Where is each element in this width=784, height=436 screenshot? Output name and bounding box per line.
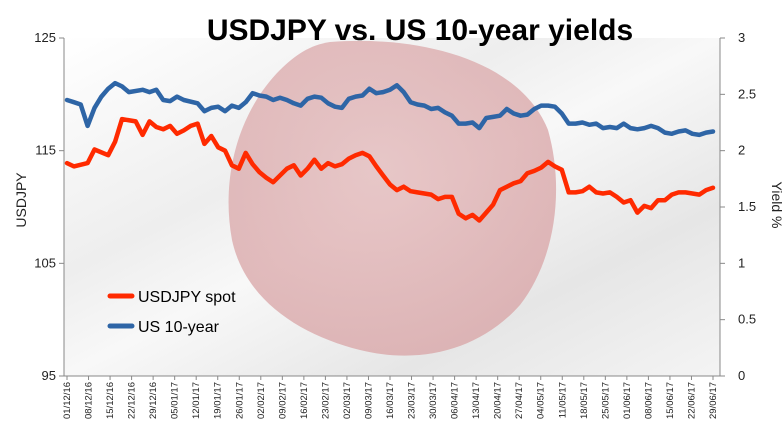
x-tick-label: 23/02/17	[320, 382, 331, 419]
legend: USDJPY spot US 10-year	[107, 289, 236, 336]
x-tick-label: 09/02/17	[277, 382, 288, 419]
x-tick-label: 20/04/17	[493, 382, 504, 419]
y-axis-left-label: USDJPY	[13, 172, 29, 228]
x-tick-label: 16/02/17	[299, 382, 310, 419]
x-tick-label: 22/06/17	[686, 382, 697, 419]
x-tick-label: 08/12/16	[84, 382, 95, 419]
x-tick-label: 11/05/17	[557, 382, 568, 418]
x-tick-label: 01/12/16	[62, 382, 73, 419]
x-tick-label: 02/03/17	[342, 382, 353, 419]
y-right-tick-label: 1	[738, 255, 745, 270]
x-tick-label: 27/04/17	[514, 382, 525, 419]
x-tick-label: 13/04/17	[471, 382, 482, 419]
x-tick-label: 08/06/17	[643, 382, 654, 419]
x-tick-label: 01/06/17	[622, 382, 633, 419]
x-tick-label: 26/01/17	[234, 382, 245, 419]
series-line-usdjpy	[64, 116, 716, 223]
y-right-tick-label: 3	[738, 30, 745, 45]
x-tick-label: 12/01/17	[191, 382, 202, 419]
x-tick-label: 25/05/17	[600, 382, 611, 419]
y-right-tick-label: 2	[738, 143, 745, 158]
series-line-us10y	[64, 80, 716, 138]
series-lines	[64, 80, 716, 223]
background-sun-shape	[228, 40, 557, 356]
x-tick-label: 15/12/16	[105, 382, 116, 419]
x-tick-label: 04/05/17	[536, 382, 547, 419]
axes: 95 105 115 125 0 0.5 1 1.5 2 2.5 3 01/12/16 08/12/16…	[34, 30, 756, 419]
y-left-tick-label: 105	[34, 255, 56, 270]
y-axis-right-label: Yield %	[769, 182, 784, 229]
y-left-tick-label: 125	[34, 30, 56, 45]
x-tick-label: 06/04/17	[450, 382, 461, 419]
y-right-tick-label: 0	[738, 368, 745, 383]
legend-label-usdjpy: USDJPY spot	[138, 289, 236, 306]
x-tick-label: 19/01/17	[213, 382, 224, 419]
y-right-tick-label: 0.5	[738, 312, 756, 327]
x-tick-label: 09/03/17	[363, 382, 374, 419]
y-right-tick-label: 1.5	[738, 199, 756, 214]
x-tick-label: 05/01/17	[170, 382, 181, 419]
y-left-tick-label: 95	[42, 368, 56, 383]
x-tick-label: 30/03/17	[428, 382, 439, 419]
y-left-tick-label: 115	[35, 143, 56, 158]
legend-label-us10y: US 10-year	[138, 319, 220, 336]
x-tick-label: 22/12/16	[127, 382, 138, 419]
x-tick-label: 29/12/16	[148, 382, 159, 419]
chart-title: USDJPY vs. US 10-year yields	[207, 14, 633, 47]
x-tick-label: 16/03/17	[385, 382, 396, 419]
x-tick-label: 18/05/17	[579, 382, 590, 419]
x-tick-label: 23/03/17	[407, 382, 418, 419]
y-right-tick-label: 2.5	[738, 86, 756, 101]
x-tick-label: 29/06/17	[708, 382, 719, 419]
x-tick-label: 15/06/17	[665, 382, 676, 419]
x-tick-label: 02/02/17	[256, 382, 267, 419]
